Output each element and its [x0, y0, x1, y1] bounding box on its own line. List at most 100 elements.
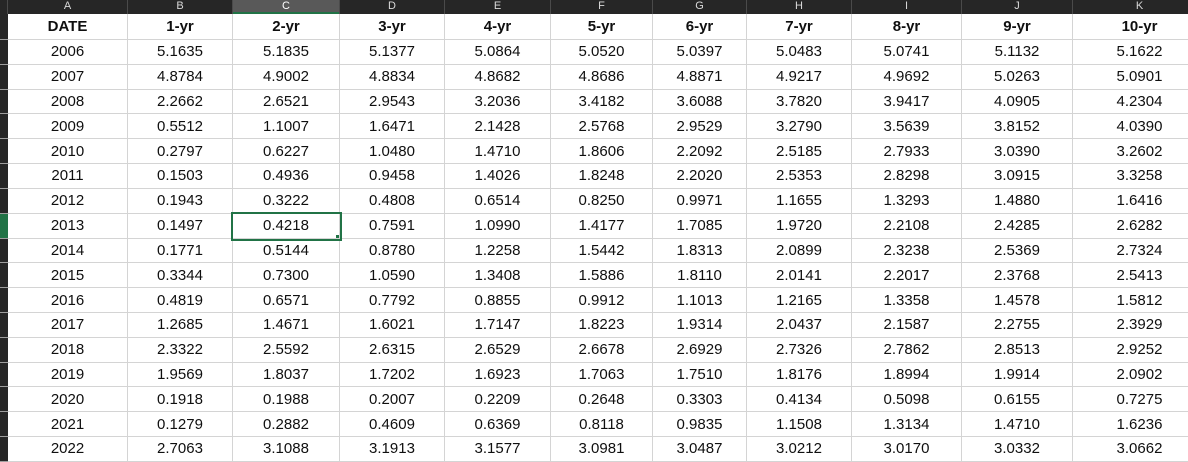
cell-2009-2-yr[interactable]: 1.1007 [233, 114, 340, 140]
cell-2008-9-yr[interactable]: 4.0905 [962, 89, 1073, 115]
cell-2008-5-yr[interactable]: 3.4182 [551, 89, 653, 115]
column-title-6-yr[interactable]: 6-yr [653, 14, 747, 40]
column-title-9-yr[interactable]: 9-yr [962, 14, 1073, 40]
cell-2014-6-yr[interactable]: 1.8313 [653, 238, 747, 264]
cell-2006-10-yr[interactable]: 5.1622 [1073, 40, 1188, 65]
cell-2007-10-yr[interactable]: 5.0901 [1073, 64, 1188, 90]
column-title-8-yr[interactable]: 8-yr [852, 14, 962, 40]
cell-2012-2-yr[interactable]: 0.3222 [233, 188, 340, 214]
year-cell-2022[interactable]: 2022 [8, 437, 128, 462]
cell-2020-5-yr[interactable]: 0.2648 [551, 387, 653, 413]
cell-2012-3-yr[interactable]: 0.4808 [340, 188, 445, 214]
row-header-sliver[interactable] [0, 437, 8, 462]
cell-2011-6-yr[interactable]: 2.2020 [653, 164, 747, 189]
year-cell-2015[interactable]: 2015 [8, 263, 128, 289]
cell-2012-6-yr[interactable]: 0.9971 [653, 188, 747, 214]
cell-2010-6-yr[interactable]: 2.2092 [653, 139, 747, 165]
cell-2009-3-yr[interactable]: 1.6471 [340, 114, 445, 140]
cell-2016-2-yr[interactable]: 0.6571 [233, 288, 340, 313]
cell-2017-3-yr[interactable]: 1.6021 [340, 312, 445, 338]
row-header-sliver[interactable] [0, 362, 8, 388]
cell-2011-7-yr[interactable]: 2.5353 [747, 164, 852, 189]
cell-2006-1-yr[interactable]: 5.1635 [128, 40, 233, 65]
cell-2022-9-yr[interactable]: 3.0332 [962, 437, 1073, 462]
row-header-sliver[interactable] [0, 412, 8, 437]
cell-2021-4-yr[interactable]: 0.6369 [445, 412, 551, 437]
year-cell-2012[interactable]: 2012 [8, 188, 128, 214]
cell-2022-2-yr[interactable]: 3.1088 [233, 437, 340, 462]
cell-2007-9-yr[interactable]: 5.0263 [962, 64, 1073, 90]
cell-2006-7-yr[interactable]: 5.0483 [747, 40, 852, 65]
cell-2018-4-yr[interactable]: 2.6529 [445, 337, 551, 363]
cell-2015-2-yr[interactable]: 0.7300 [233, 263, 340, 289]
cell-2006-6-yr[interactable]: 5.0397 [653, 40, 747, 65]
year-cell-2010[interactable]: 2010 [8, 139, 128, 165]
cell-2010-2-yr[interactable]: 0.6227 [233, 139, 340, 165]
cell-2021-8-yr[interactable]: 1.3134 [852, 412, 962, 437]
cell-2019-3-yr[interactable]: 1.7202 [340, 362, 445, 388]
cell-2019-8-yr[interactable]: 1.8994 [852, 362, 962, 388]
cell-2011-2-yr[interactable]: 0.4936 [233, 164, 340, 189]
cell-2018-6-yr[interactable]: 2.6929 [653, 337, 747, 363]
cell-2022-7-yr[interactable]: 3.0212 [747, 437, 852, 462]
cell-2008-8-yr[interactable]: 3.9417 [852, 89, 962, 115]
cell-2010-1-yr[interactable]: 0.2797 [128, 139, 233, 165]
cell-2008-3-yr[interactable]: 2.9543 [340, 89, 445, 115]
cell-2016-1-yr[interactable]: 0.4819 [128, 288, 233, 313]
cell-2014-7-yr[interactable]: 2.0899 [747, 238, 852, 264]
cell-2020-8-yr[interactable]: 0.5098 [852, 387, 962, 413]
cell-2021-3-yr[interactable]: 0.4609 [340, 412, 445, 437]
cell-2015-10-yr[interactable]: 2.5413 [1073, 263, 1188, 289]
cell-2012-5-yr[interactable]: 0.8250 [551, 188, 653, 214]
row-header-sliver[interactable] [0, 64, 8, 90]
cell-2012-4-yr[interactable]: 0.6514 [445, 188, 551, 214]
cell-2019-6-yr[interactable]: 1.7510 [653, 362, 747, 388]
year-cell-2018[interactable]: 2018 [8, 337, 128, 363]
cell-2012-8-yr[interactable]: 1.3293 [852, 188, 962, 214]
row-header-sliver[interactable] [0, 263, 8, 289]
cell-2010-4-yr[interactable]: 1.4710 [445, 139, 551, 165]
cell-2022-8-yr[interactable]: 3.0170 [852, 437, 962, 462]
year-cell-2011[interactable]: 2011 [8, 164, 128, 189]
column-header-J[interactable]: J [962, 0, 1073, 14]
row-header-sliver[interactable] [0, 213, 8, 239]
row-header-sliver[interactable] [0, 139, 8, 165]
cell-2020-9-yr[interactable]: 0.6155 [962, 387, 1073, 413]
column-header-E[interactable]: E [445, 0, 551, 14]
cell-2011-1-yr[interactable]: 0.1503 [128, 164, 233, 189]
column-header-B[interactable]: B [128, 0, 233, 14]
year-cell-2007[interactable]: 2007 [8, 64, 128, 90]
cell-2017-2-yr[interactable]: 1.4671 [233, 312, 340, 338]
cell-2013-8-yr[interactable]: 2.2108 [852, 213, 962, 239]
cell-2010-10-yr[interactable]: 3.2602 [1073, 139, 1188, 165]
cell-2016-3-yr[interactable]: 0.7792 [340, 288, 445, 313]
row-header-sliver[interactable] [0, 164, 8, 189]
cell-2013-5-yr[interactable]: 1.4177 [551, 213, 653, 239]
year-cell-2009[interactable]: 2009 [8, 114, 128, 140]
cell-2022-1-yr[interactable]: 2.7063 [128, 437, 233, 462]
cell-2016-4-yr[interactable]: 0.8855 [445, 288, 551, 313]
cell-2016-7-yr[interactable]: 1.2165 [747, 288, 852, 313]
cell-2007-5-yr[interactable]: 4.8686 [551, 64, 653, 90]
year-cell-2016[interactable]: 2016 [8, 288, 128, 313]
year-cell-2014[interactable]: 2014 [8, 238, 128, 264]
cell-2015-5-yr[interactable]: 1.5886 [551, 263, 653, 289]
cell-2020-3-yr[interactable]: 0.2007 [340, 387, 445, 413]
cell-2021-5-yr[interactable]: 0.8118 [551, 412, 653, 437]
row-header-sliver[interactable] [0, 89, 8, 115]
cell-2016-9-yr[interactable]: 1.4578 [962, 288, 1073, 313]
year-cell-2013[interactable]: 2013 [8, 213, 128, 239]
cell-2020-4-yr[interactable]: 0.2209 [445, 387, 551, 413]
cell-2013-1-yr[interactable]: 0.1497 [128, 213, 233, 239]
cell-2014-1-yr[interactable]: 0.1771 [128, 238, 233, 264]
cell-2012-9-yr[interactable]: 1.4880 [962, 188, 1073, 214]
column-title-1-yr[interactable]: 1-yr [128, 14, 233, 40]
cell-2017-1-yr[interactable]: 1.2685 [128, 312, 233, 338]
column-header-G[interactable]: G [653, 0, 747, 14]
cell-2018-2-yr[interactable]: 2.5592 [233, 337, 340, 363]
cell-2007-7-yr[interactable]: 4.9217 [747, 64, 852, 90]
cell-2021-9-yr[interactable]: 1.4710 [962, 412, 1073, 437]
cell-2015-1-yr[interactable]: 0.3344 [128, 263, 233, 289]
cell-2019-5-yr[interactable]: 1.7063 [551, 362, 653, 388]
cell-2017-4-yr[interactable]: 1.7147 [445, 312, 551, 338]
